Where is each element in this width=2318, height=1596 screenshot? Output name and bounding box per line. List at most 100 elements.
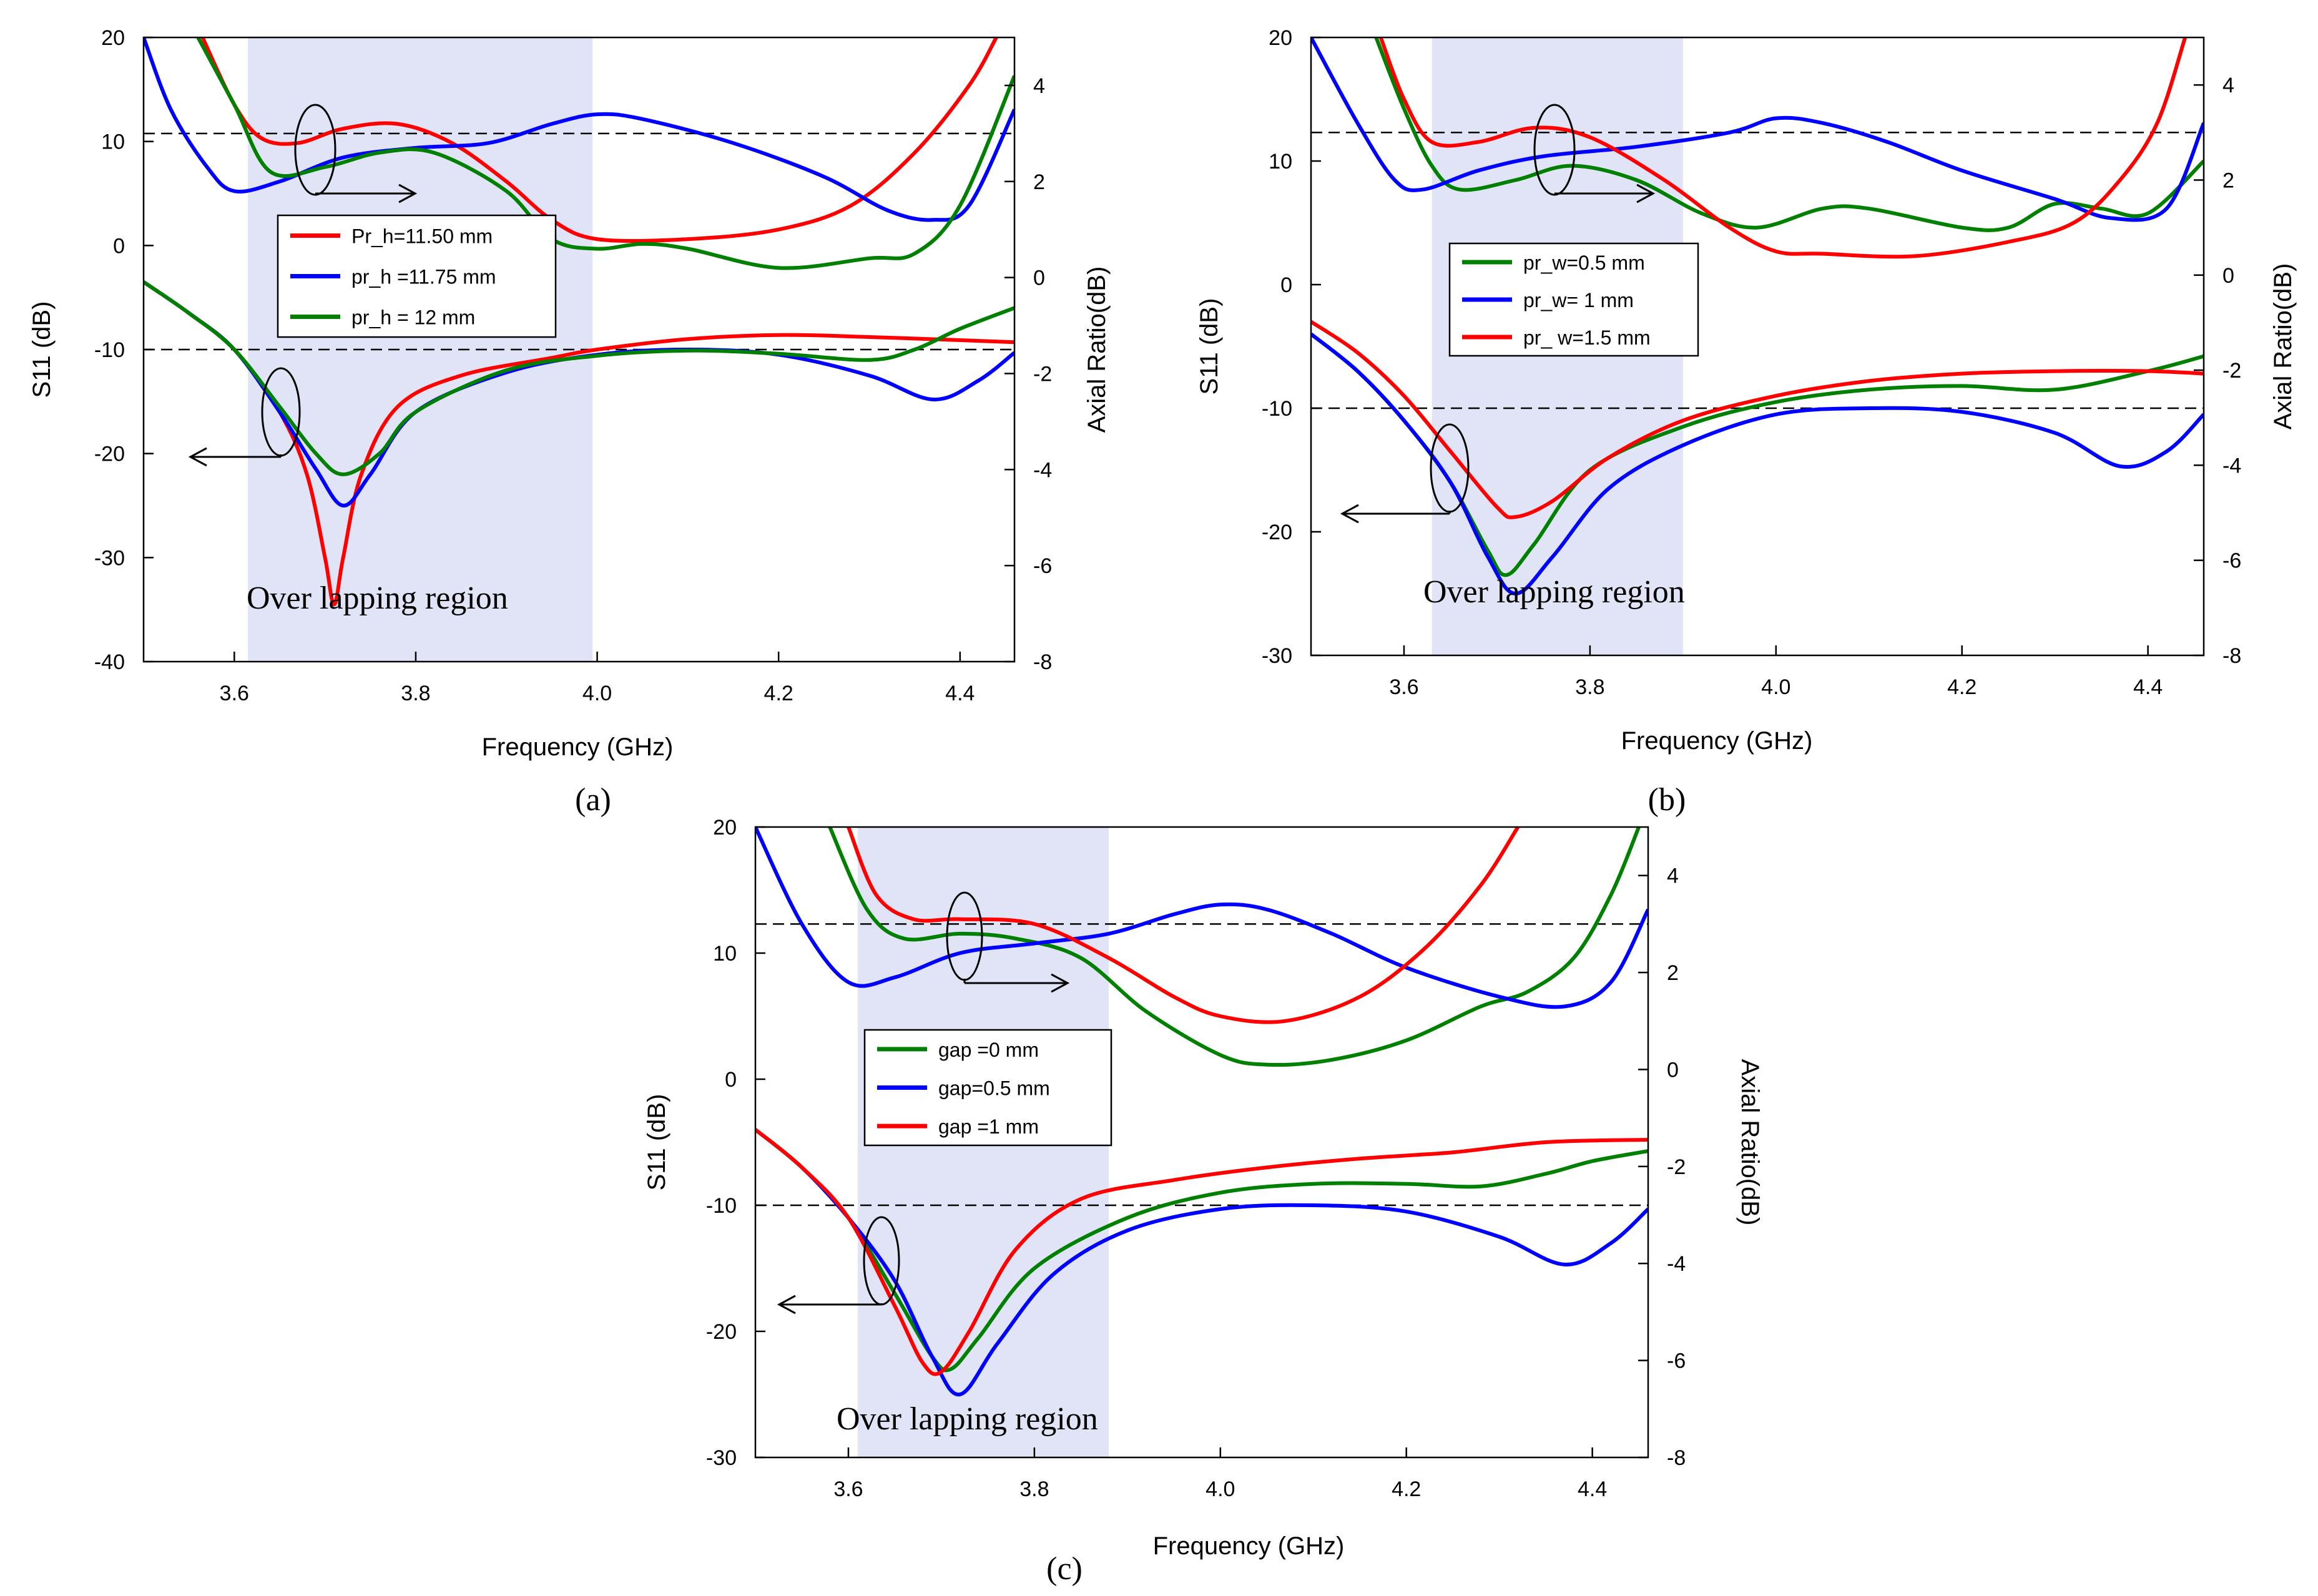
- y-right-tick-label: -2: [1667, 1155, 1686, 1179]
- x-tick-label: 4.4: [1578, 1477, 1607, 1501]
- legend-label: pr_h = 12 mm: [351, 306, 475, 329]
- y-right-tick-label: 4: [1667, 864, 1679, 888]
- y-left-tick-label: -10: [706, 1194, 737, 1218]
- x-tick-label: 4.4: [945, 682, 975, 705]
- x-tick-label: 4.0: [582, 682, 612, 705]
- y-left-tick-label: 0: [1280, 273, 1292, 297]
- x-tick-label: 4.2: [1392, 1477, 1421, 1501]
- y-right-tick-label: 2: [1033, 170, 1045, 194]
- plot-frame: [754, 826, 1649, 1459]
- x-tick-label: 3.6: [220, 682, 249, 705]
- s11-callout-arrow-head: [1340, 504, 1359, 524]
- s11-line-series-2: [1311, 332, 2204, 595]
- y-left-tick-label: -20: [94, 443, 125, 466]
- y-left-axis-label: S11 (dB): [643, 1094, 670, 1191]
- x-tick-label: 3.6: [1389, 675, 1418, 699]
- overlap-annotation: Over lapping region: [1423, 574, 1685, 610]
- x-tick-label: 4.4: [2133, 675, 2163, 699]
- x-axis-label: Frequency (GHz): [1621, 727, 1813, 755]
- overlap-annotation: Over lapping region: [837, 1401, 1098, 1437]
- legend-label: gap=0.5 mm: [938, 1077, 1050, 1100]
- s11-line-series-2: [755, 1128, 1648, 1397]
- y-left-tick-label: -10: [94, 338, 125, 362]
- legend-label: Pr_h=11.50 mm: [351, 225, 493, 248]
- y-left-tick-label: 0: [725, 1068, 737, 1092]
- s11-line-series-3: [755, 1128, 1648, 1376]
- s11-callout-arrow-head: [777, 1295, 796, 1314]
- y-left-tick-label: -30: [94, 546, 125, 570]
- y-right-tick-label: -4: [2222, 454, 2241, 477]
- curves: [1311, 37, 2204, 595]
- y-right-tick-label: 0: [1667, 1058, 1679, 1082]
- y-left-tick-label: -30: [706, 1446, 737, 1470]
- y-right-tick-label: -6: [1033, 554, 1052, 578]
- y-right-tick-label: -8: [2222, 644, 2241, 668]
- legend-label: pr_ w=1.5 mm: [1523, 326, 1651, 349]
- y-left-tick-label: 20: [1269, 26, 1292, 50]
- ar-line-series-2: [1311, 37, 2204, 222]
- legend-label: gap =1 mm: [938, 1115, 1039, 1138]
- y-right-tick-label: 2: [1667, 961, 1679, 985]
- y-right-tick-label: 0: [1033, 267, 1045, 290]
- y-left-tick-label: 10: [101, 130, 125, 154]
- y-left-tick-label: -30: [1262, 644, 1292, 668]
- y-right-tick-label: -6: [1667, 1349, 1686, 1373]
- y-right-tick-label: 4: [1033, 74, 1045, 98]
- y-left-axis-label: S11 (dB): [1196, 298, 1223, 395]
- x-axis-label: Frequency (GHz): [482, 733, 674, 761]
- y-right-tick-label: -2: [1033, 362, 1052, 386]
- ar-callout-arrow-head: [398, 184, 418, 203]
- x-tick-label: 3.6: [833, 1477, 863, 1501]
- chart-panel-c: 3.6 3.8 4.0 4.2 4.4-30-20-1001020-8-6-4-2024…: [643, 816, 1764, 1560]
- figure-label-b: (b): [1648, 782, 1686, 818]
- s11-line-series-1: [755, 1128, 1648, 1373]
- x-tick-label: 4.2: [1947, 675, 1977, 699]
- legend-label: gap =0 mm: [938, 1039, 1039, 1061]
- y-left-tick-label: -10: [1262, 397, 1292, 421]
- x-tick-label: 3.8: [401, 682, 430, 705]
- y-right-tick-label: -4: [1667, 1252, 1686, 1276]
- plot-frame: [1310, 36, 2205, 657]
- legend-label: pr_h =11.75 mm: [351, 266, 496, 288]
- ar-line-series-1: [828, 827, 1641, 1067]
- ar-line-series-3: [847, 827, 1520, 1024]
- y-right-axis-label: Axial Ratio(dB): [2269, 263, 2297, 430]
- y-right-tick-label: -8: [1667, 1446, 1686, 1470]
- s11-line-series-3: [1311, 320, 2204, 519]
- y-left-tick-label: 0: [113, 234, 125, 258]
- x-tick-label: 3.8: [1575, 675, 1604, 699]
- y-left-tick-label: -20: [1262, 521, 1292, 544]
- x-tick-label: 3.8: [1019, 1477, 1049, 1501]
- y-right-tick-label: 2: [2222, 169, 2234, 192]
- x-tick-label: 4.2: [764, 682, 793, 705]
- ar-line-series-2: [755, 827, 1648, 1009]
- ar-callout-ellipse: [1533, 104, 1576, 196]
- ar-callout-ellipse: [294, 104, 336, 196]
- y-right-tick-label: -2: [2222, 359, 2241, 383]
- figure-label-a: (a): [575, 782, 611, 818]
- figure-label-c: (c): [1046, 1551, 1083, 1587]
- y-left-tick-label: 20: [101, 26, 125, 50]
- ar-line-series-2: [144, 37, 1014, 222]
- x-tick-label: 4.0: [1761, 675, 1790, 699]
- y-right-tick-label: 4: [2222, 74, 2234, 97]
- y-left-axis-label: S11 (dB): [28, 301, 56, 398]
- y-right-tick-label: -4: [1033, 458, 1052, 482]
- y-left-tick-label: 20: [713, 816, 737, 840]
- legend-label: pr_w= 1 mm: [1523, 289, 1634, 311]
- chart-panel-a: 3.6 3.8 4.0 4.2 4.4-40-30-20-1001020-8-6-4-2…: [28, 26, 1111, 761]
- y-right-tick-label: 0: [2222, 264, 2234, 288]
- y-left-tick-label: 10: [1269, 150, 1292, 174]
- ar-line-series-3: [1378, 37, 2188, 259]
- overlap-annotation: Over lapping region: [247, 580, 508, 616]
- x-axis-label: Frequency (GHz): [1153, 1532, 1345, 1560]
- chart-panel-b: 3.6 3.8 4.0 4.2 4.4-30-20-1001020-8-6-4-2024…: [1196, 26, 2297, 755]
- y-right-tick-label: -6: [2222, 549, 2241, 573]
- ar-line-series-3: [196, 37, 1014, 270]
- y-left-tick-label: -40: [94, 650, 125, 674]
- y-right-tick-label: -8: [1033, 650, 1052, 674]
- y-right-axis-label: Axial Ratio(dB): [1736, 1059, 1764, 1226]
- s11-callout-arrow-head: [188, 447, 207, 467]
- y-right-axis-label: Axial Ratio(dB): [1083, 267, 1111, 433]
